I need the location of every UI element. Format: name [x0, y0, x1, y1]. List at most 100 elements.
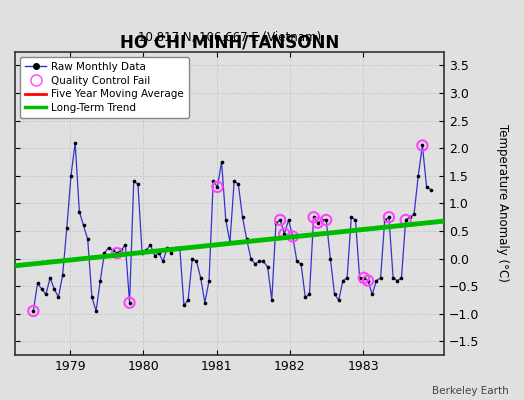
Point — [359, 275, 368, 281]
Point — [104, 244, 113, 251]
Point — [222, 217, 230, 223]
Point — [100, 250, 108, 256]
Point — [264, 264, 272, 270]
Point — [134, 181, 142, 187]
Point — [355, 275, 364, 281]
Point — [339, 278, 347, 284]
Point — [301, 294, 310, 300]
Point — [188, 255, 196, 262]
Point — [46, 275, 54, 281]
Point — [217, 159, 226, 165]
Point — [113, 250, 121, 256]
Point — [96, 278, 104, 284]
Point — [376, 275, 385, 281]
Point — [280, 230, 289, 237]
Point — [234, 181, 243, 187]
Point — [243, 236, 251, 242]
Point — [380, 217, 389, 223]
Point — [167, 250, 176, 256]
Point — [364, 278, 372, 284]
Point — [108, 247, 117, 254]
Point — [54, 294, 63, 300]
Point — [397, 275, 406, 281]
Point — [314, 220, 322, 226]
Point — [334, 297, 343, 303]
Point — [83, 236, 92, 242]
Point — [330, 291, 339, 298]
Point — [251, 261, 259, 267]
Point — [368, 291, 376, 298]
Point — [289, 233, 297, 240]
Point — [276, 217, 285, 223]
Point — [401, 217, 410, 223]
Point — [171, 244, 180, 251]
Point — [42, 291, 50, 298]
Point — [310, 214, 318, 220]
Point — [79, 222, 88, 229]
Point — [192, 258, 201, 264]
Point — [205, 278, 213, 284]
Point — [50, 286, 59, 292]
Point — [71, 140, 79, 146]
Point — [418, 142, 427, 149]
Point — [209, 178, 217, 184]
Legend: Raw Monthly Data, Quality Control Fail, Five Year Moving Average, Long-Term Tren: Raw Monthly Data, Quality Control Fail, … — [20, 57, 189, 118]
Point — [385, 214, 393, 220]
Point — [176, 244, 184, 251]
Point — [213, 184, 222, 190]
Point — [385, 214, 393, 220]
Point — [364, 278, 372, 284]
Point — [117, 247, 125, 254]
Point — [196, 275, 205, 281]
Point — [146, 242, 155, 248]
Point — [314, 220, 322, 226]
Point — [305, 291, 314, 298]
Point — [92, 308, 100, 314]
Point — [226, 239, 234, 245]
Point — [201, 300, 209, 306]
Point — [34, 280, 42, 287]
Point — [401, 217, 410, 223]
Point — [67, 173, 75, 179]
Point — [310, 214, 318, 220]
Point — [29, 308, 38, 314]
Point — [422, 184, 431, 190]
Point — [142, 247, 150, 254]
Point — [272, 220, 280, 226]
Point — [322, 217, 330, 223]
Point — [297, 261, 305, 267]
Point — [62, 225, 71, 232]
Point — [155, 250, 163, 256]
Point — [410, 211, 418, 218]
Point — [163, 244, 171, 251]
Point — [393, 278, 401, 284]
Point — [347, 214, 355, 220]
Point — [88, 294, 96, 300]
Point — [238, 214, 247, 220]
Point — [129, 178, 138, 184]
Point — [29, 308, 38, 314]
Point — [414, 173, 422, 179]
Text: 10.817 N, 106.667 E (Vietnam): 10.817 N, 106.667 E (Vietnam) — [138, 31, 321, 44]
Point — [58, 272, 67, 278]
Point — [276, 217, 285, 223]
Point — [289, 233, 297, 240]
Y-axis label: Temperature Anomaly (°C): Temperature Anomaly (°C) — [496, 124, 509, 282]
Point — [38, 286, 46, 292]
Point — [326, 255, 334, 262]
Point — [268, 297, 276, 303]
Point — [125, 300, 134, 306]
Point — [159, 258, 167, 264]
Point — [372, 278, 380, 284]
Point — [259, 258, 268, 264]
Point — [180, 302, 188, 309]
Point — [230, 178, 238, 184]
Point — [255, 258, 264, 264]
Point — [322, 217, 330, 223]
Point — [150, 253, 159, 259]
Point — [418, 142, 427, 149]
Title: HO CHI MINH/TANSONN: HO CHI MINH/TANSONN — [120, 34, 339, 52]
Point — [247, 255, 255, 262]
Point — [75, 208, 83, 215]
Point — [343, 275, 351, 281]
